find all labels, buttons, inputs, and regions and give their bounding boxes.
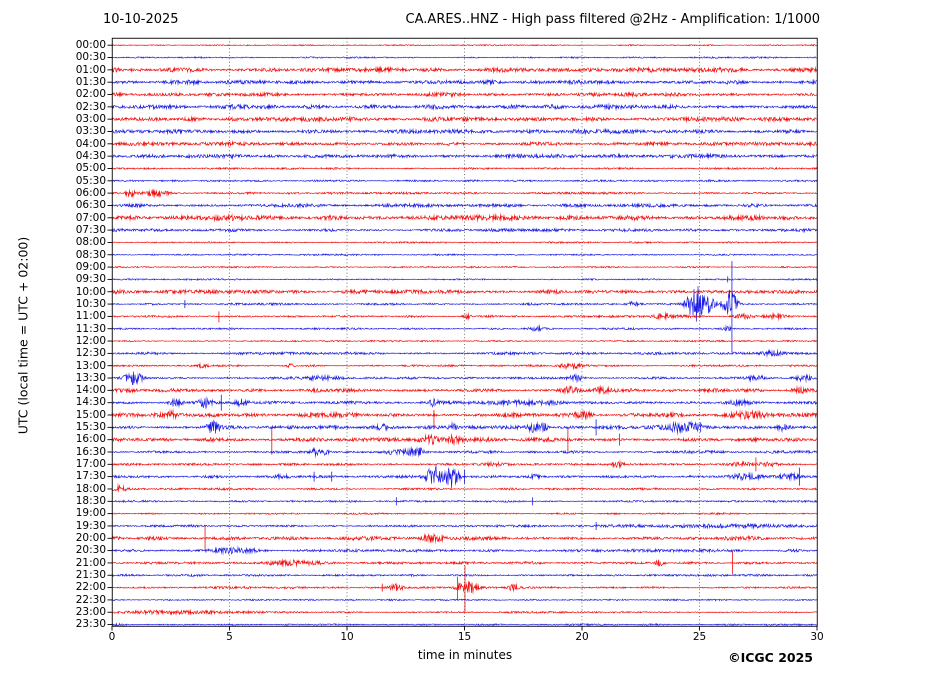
- y-tick-label: 01:30: [75, 75, 106, 88]
- y-tick-label: 05:00: [75, 162, 106, 175]
- y-tick-label: 15:00: [75, 408, 106, 421]
- y-tick-label: 12:30: [75, 347, 106, 360]
- y-tick-label: 18:30: [75, 495, 106, 508]
- y-tick-label: 20:00: [75, 532, 106, 545]
- station-title: CA.ARES..HNZ - High pass filtered @2Hz -…: [405, 12, 820, 27]
- y-tick-label: 00:30: [75, 51, 106, 64]
- x-tick-label: 15: [457, 631, 472, 643]
- y-tick-label: 02:00: [75, 88, 106, 101]
- y-tick-label: 08:00: [75, 236, 106, 249]
- y-tick-label: 10:30: [75, 297, 106, 310]
- y-tick-label: 14:00: [75, 384, 106, 397]
- x-tick-label: 20: [575, 631, 589, 643]
- y-tick-label: 03:30: [75, 125, 106, 138]
- y-tick-label: 15:30: [75, 421, 106, 434]
- y-tick-label: 07:30: [75, 223, 106, 236]
- y-tick-label: 00:00: [75, 39, 106, 51]
- y-tick-label: 07:00: [75, 211, 106, 224]
- x-tick-label: 30: [810, 631, 824, 643]
- y-tick-label: 02:30: [75, 100, 106, 113]
- x-axis-label: time in minutes: [417, 648, 513, 662]
- y-tick-label: 21:00: [75, 556, 106, 569]
- y-tick-label: 21:30: [75, 569, 106, 582]
- y-tick-label: 09:30: [75, 273, 106, 286]
- y-tick-label: 19:00: [75, 507, 106, 520]
- y-tick-label: 13:30: [75, 371, 106, 384]
- y-tick-label: 06:30: [75, 199, 106, 212]
- y-tick-label: 12:00: [75, 334, 106, 347]
- y-tick-label: 14:30: [75, 396, 106, 409]
- y-tick-label: 08:30: [75, 248, 106, 261]
- y-tick-label: 11:00: [75, 310, 106, 323]
- y-tick-label: 19:30: [75, 519, 106, 532]
- y-tick-label: 09:00: [75, 260, 106, 273]
- y-tick-label: 18:00: [75, 482, 106, 495]
- y-tick-label: 01:00: [75, 63, 106, 76]
- y-tick-label: 05:30: [75, 174, 106, 187]
- y-tick-label: 17:00: [75, 458, 106, 471]
- y-tick-label: 11:30: [75, 322, 106, 335]
- copyright-label: ©ICGC 2025: [728, 650, 813, 665]
- y-tick-label: 04:30: [75, 149, 106, 162]
- y-tick-label: 22:00: [75, 581, 106, 594]
- y-tick-label: 13:00: [75, 359, 106, 372]
- y-tick-label: 23:00: [75, 606, 106, 619]
- x-tick-label: 0: [108, 631, 116, 643]
- y-tick-label: 20:30: [75, 544, 106, 557]
- y-tick-label: 04:00: [75, 137, 106, 150]
- y-tick-label: 16:30: [75, 445, 106, 458]
- y-tick-label: 10:00: [75, 285, 106, 298]
- y-tick-label: 16:00: [75, 433, 106, 446]
- x-tick-label: 5: [226, 631, 233, 643]
- y-tick-label: 06:00: [75, 186, 106, 199]
- y-tick-label: 17:30: [75, 470, 106, 483]
- y-tick-label: 23:30: [75, 618, 106, 631]
- date-title: 10-10-2025: [103, 12, 179, 27]
- x-tick-label: 25: [692, 631, 707, 643]
- x-tick-label: 10: [340, 631, 354, 643]
- y-tick-label: 22:30: [75, 593, 106, 606]
- y-tick-label: 03:00: [75, 112, 106, 125]
